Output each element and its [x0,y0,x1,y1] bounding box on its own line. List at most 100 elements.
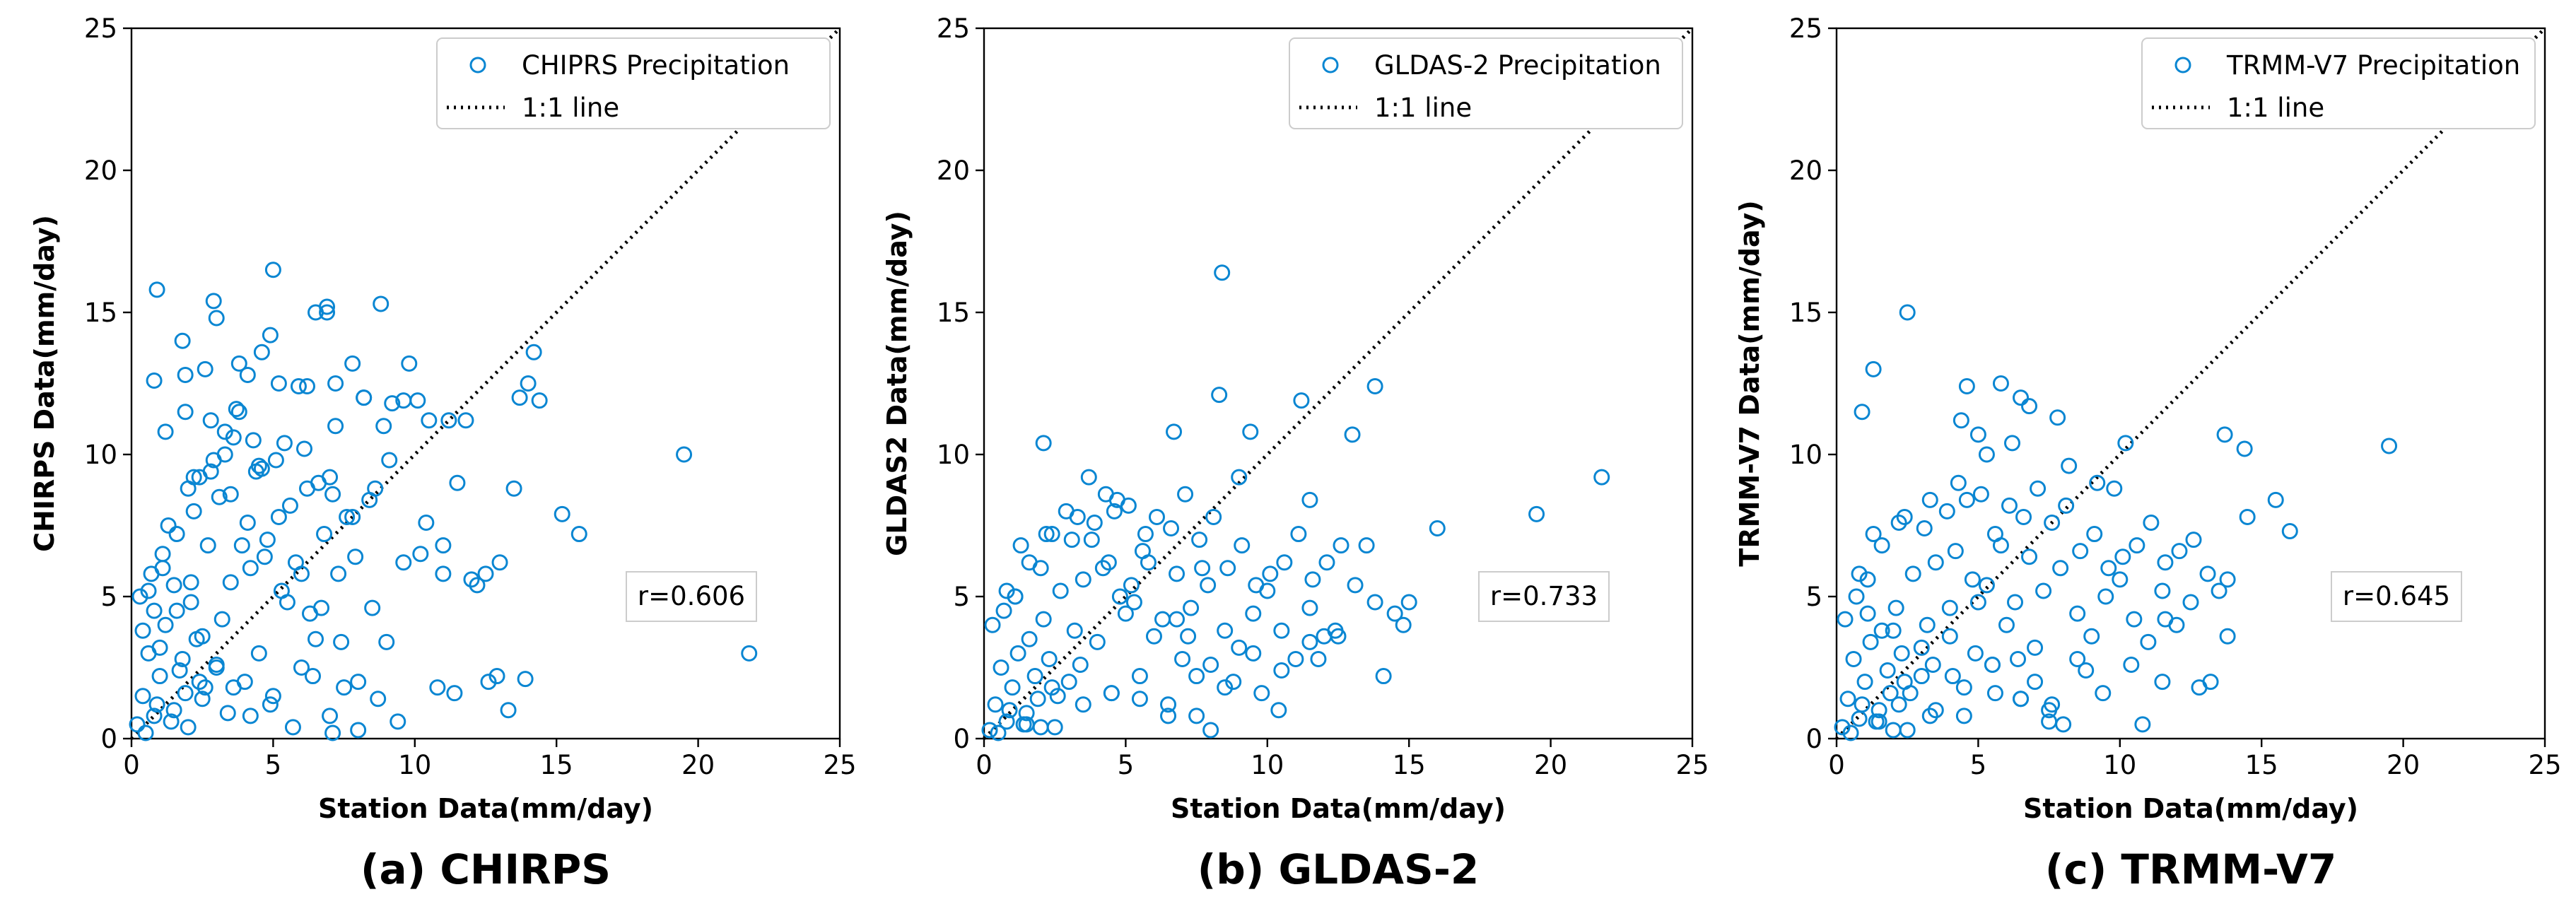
data-point [1217,622,1234,639]
data-point [435,537,452,554]
data-point [290,378,307,395]
data-point [1262,565,1279,582]
data-point [165,577,182,594]
data-point [2202,674,2219,691]
data-point [171,662,188,679]
data-point [1038,526,1055,543]
data-point [1032,719,1049,736]
data-point [239,514,256,531]
data-point [1169,611,1185,628]
data-point [180,719,197,736]
data-point [1202,656,1219,673]
legend-line-label: 1:1 line [522,93,619,123]
y-tick-label: 0 [1805,724,1822,754]
data-point [384,395,401,412]
data-point [1978,446,1995,463]
data-point [1986,685,2003,702]
data-point [1400,594,1417,611]
data-point [205,452,222,469]
data-point [1941,599,1958,616]
data-point [2381,438,2398,454]
data-point [993,659,1009,676]
legend-scatter-label: CHIPRS Precipitation [522,50,790,81]
x-tick-label: 0 [1828,750,1845,780]
data-point [1921,491,1938,508]
data-point [134,688,151,705]
data-point [477,565,494,582]
data-point [1873,622,1890,639]
data-point [1021,630,1038,647]
data-point [1075,696,1091,713]
data-point [2001,497,2018,514]
data-point [2182,594,2199,611]
data-point [1083,532,1100,548]
data-point [208,656,225,673]
data-point [1018,705,1035,722]
data-point [1029,691,1046,708]
data-point [165,702,182,719]
data-point [401,355,418,372]
data-point [259,532,276,548]
data-point [1001,702,1018,719]
data-point [1111,588,1128,605]
data-point [1944,668,1961,685]
data-point [1873,537,1890,554]
plot-frame [130,27,841,740]
y-tick-label: 10 [84,440,117,470]
plot-frame [1835,27,2546,740]
y-tick-label: 5 [100,582,117,612]
data-point [446,685,463,702]
data-point [390,713,406,730]
data-point [1035,611,1052,628]
data-point [2154,582,2171,599]
data-point [281,497,298,514]
data-point [1290,526,1307,543]
data-point [185,503,202,519]
data-point [253,344,270,360]
plot-frame [983,27,1694,740]
data-point [148,281,165,298]
data-point [2095,685,2112,702]
data-point [364,599,381,616]
data-point [1066,622,1083,639]
data-point [998,713,1015,730]
data-point [741,645,758,662]
x-tick-label: 5 [1118,750,1135,780]
x-tick-label: 15 [540,750,573,780]
data-point [525,344,542,360]
data-point [225,679,242,696]
data-point [435,565,452,582]
data-point [2021,398,2038,415]
x-tick-label: 10 [398,750,431,780]
correlation-value: r=0.645 [2343,581,2450,611]
y-tick-label: 15 [84,298,117,328]
data-point [2219,571,2236,588]
data-point [1058,503,1075,519]
data-point [1366,594,1383,611]
data-point [2123,656,2140,673]
data-point [1188,668,1205,685]
data-point [2013,691,2030,708]
data-point [1063,532,1080,548]
data-point [154,560,171,577]
data-point [1967,645,1984,662]
data-point [1429,520,1446,537]
data-point [1242,423,1259,440]
data-point [554,505,570,522]
data-point [1916,520,1933,537]
data-point [1955,708,1972,724]
data-point [1154,611,1171,628]
x-tick-label: 25 [2528,750,2561,780]
legend [436,37,831,129]
data-point [216,423,233,440]
data-point [131,588,148,605]
data-point [1035,435,1052,452]
legend-marker-icon [2174,57,2191,74]
data-point [2041,713,2058,730]
x-tick-label: 15 [2245,750,2278,780]
correlation-value: r=0.606 [638,581,745,611]
data-point [1108,491,1125,508]
data-point [305,668,322,685]
data-point [202,412,219,429]
